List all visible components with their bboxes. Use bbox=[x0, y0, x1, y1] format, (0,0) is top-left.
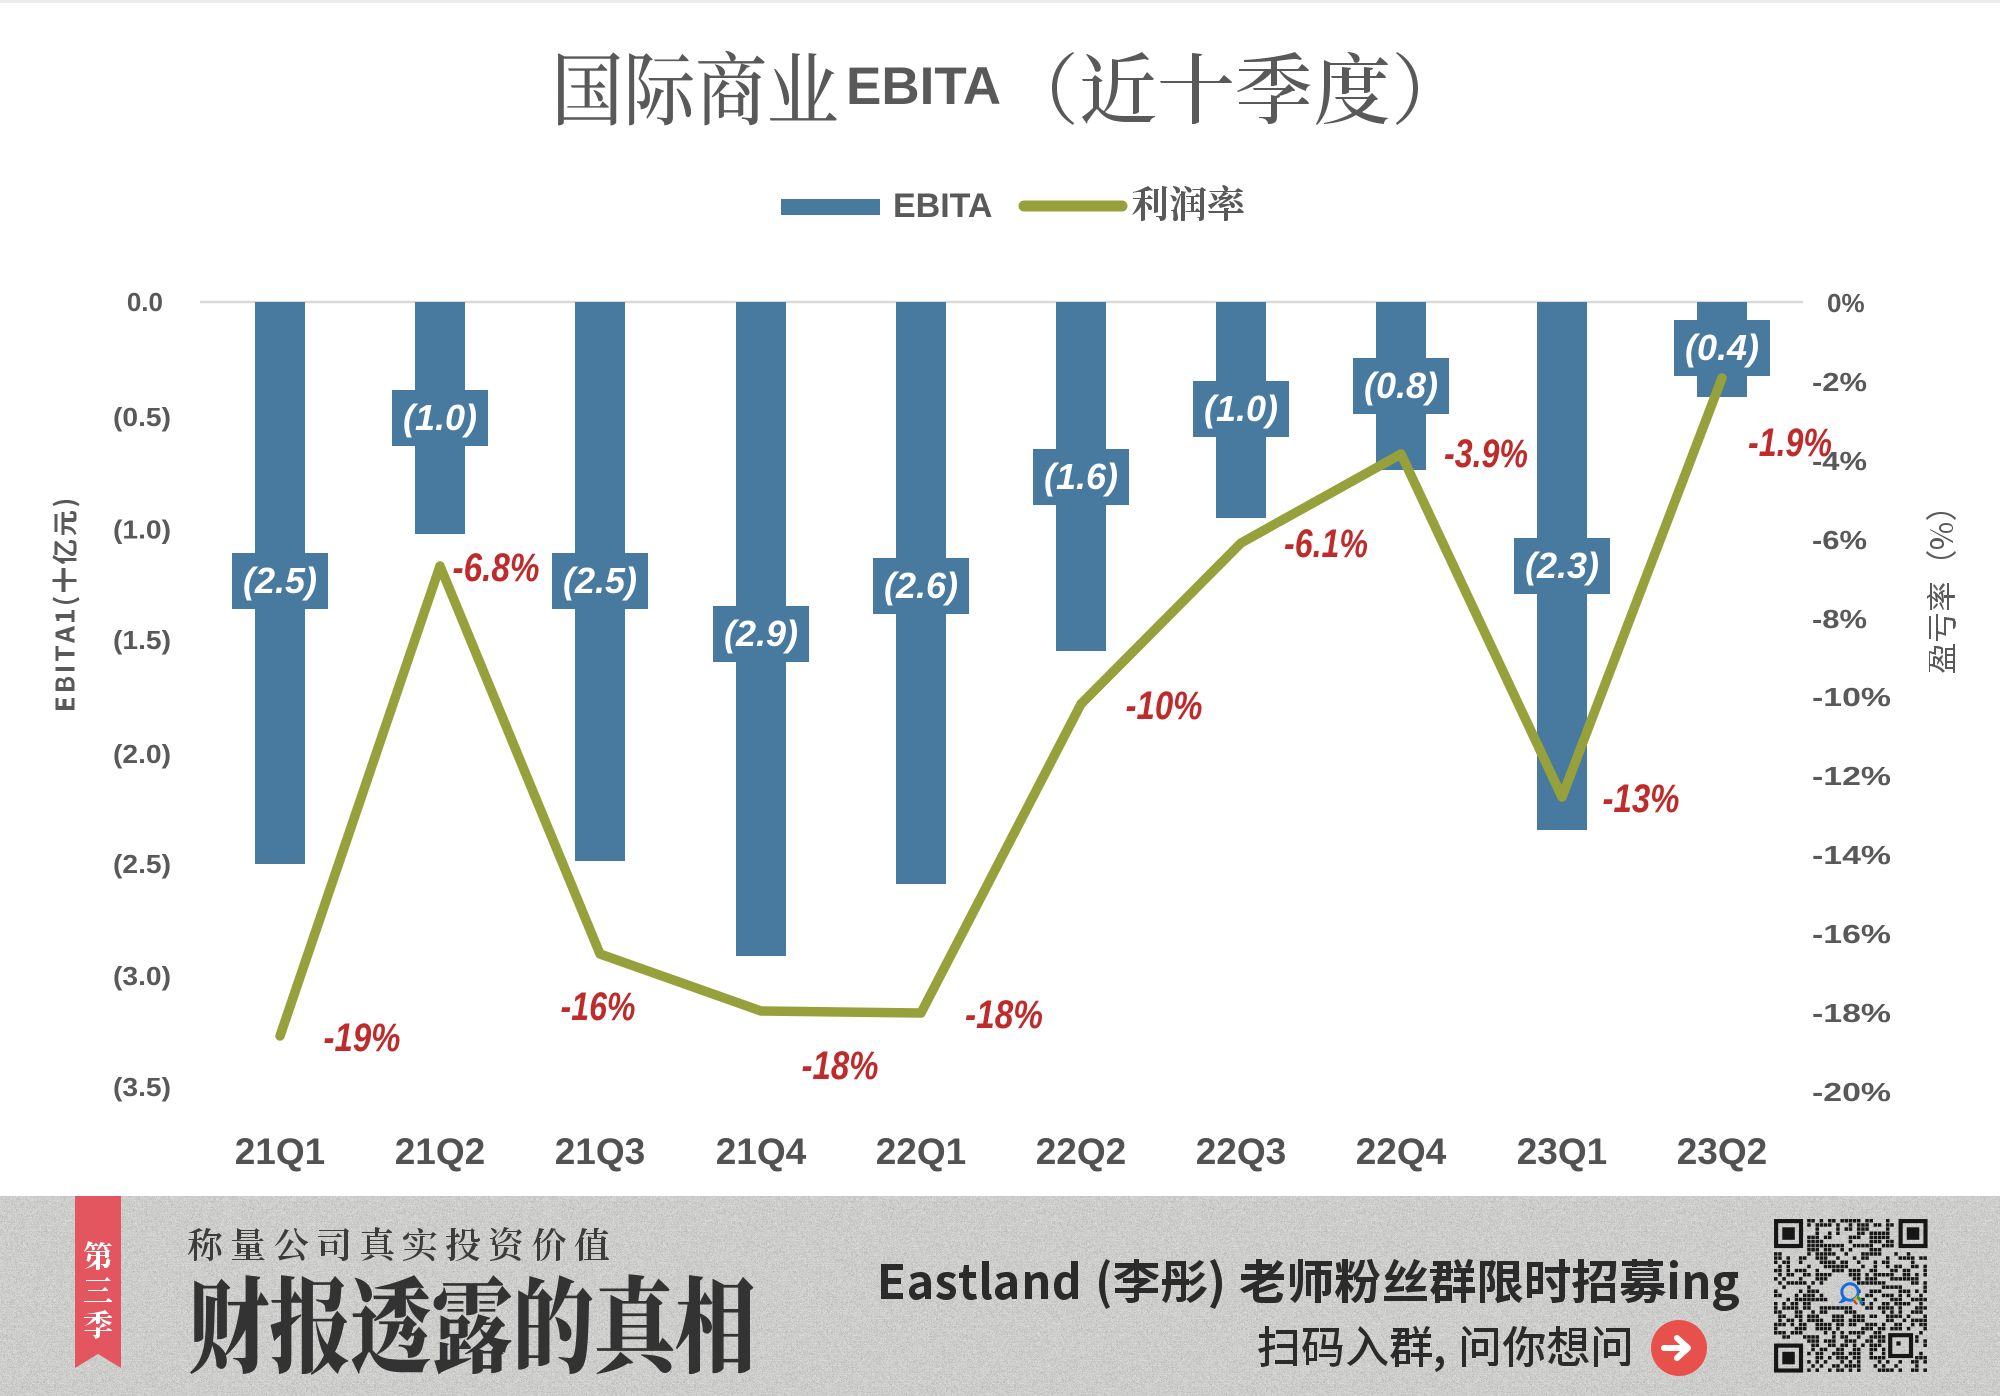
svg-text:EBITA: EBITA bbox=[846, 57, 1001, 116]
svg-text:-18%: -18% bbox=[965, 993, 1043, 1037]
svg-text:22Q2: 22Q2 bbox=[1036, 1131, 1127, 1172]
svg-text:22Q3: 22Q3 bbox=[1196, 1131, 1287, 1172]
svg-text:-13%: -13% bbox=[1603, 777, 1680, 821]
svg-text:(1.6): (1.6) bbox=[1044, 456, 1118, 497]
svg-text:EBITA: EBITA bbox=[893, 187, 992, 225]
svg-text:-6%: -6% bbox=[1812, 525, 1867, 555]
svg-text:-20%: -20% bbox=[1812, 1077, 1891, 1107]
svg-text:(2.0): (2.0) bbox=[113, 739, 171, 769]
svg-text:-18%: -18% bbox=[802, 1044, 879, 1088]
svg-text:(0.4): (0.4) bbox=[1685, 327, 1759, 368]
svg-text:23Q1: 23Q1 bbox=[1517, 1131, 1608, 1172]
svg-text:-16%: -16% bbox=[1812, 919, 1891, 949]
svg-text:(0.5): (0.5) bbox=[113, 402, 171, 432]
svg-text:-19%: -19% bbox=[324, 1016, 401, 1060]
svg-text:(2.6): (2.6) bbox=[884, 565, 958, 606]
svg-text:-1.9%: -1.9% bbox=[1748, 421, 1832, 465]
svg-text:-2%: -2% bbox=[1812, 367, 1867, 397]
svg-text:(3.5): (3.5) bbox=[113, 1072, 171, 1102]
svg-text:(2.5): (2.5) bbox=[563, 560, 637, 601]
svg-text:(2.3): (2.3) bbox=[1525, 545, 1599, 586]
svg-text:21Q1: 21Q1 bbox=[235, 1131, 326, 1172]
svg-text:(3.0): (3.0) bbox=[113, 961, 171, 991]
svg-text:-18%: -18% bbox=[1812, 998, 1891, 1028]
svg-text:(1.5): (1.5) bbox=[113, 625, 171, 655]
svg-text:22Q4: 22Q4 bbox=[1356, 1131, 1447, 1172]
svg-text:23Q2: 23Q2 bbox=[1677, 1131, 1768, 1172]
svg-text:-6.8%: -6.8% bbox=[453, 546, 540, 590]
svg-text:0%: 0% bbox=[1827, 288, 1865, 318]
svg-text:(2.9): (2.9) bbox=[724, 613, 798, 654]
svg-text:21Q3: 21Q3 bbox=[555, 1131, 646, 1172]
svg-text:-10%: -10% bbox=[1812, 682, 1891, 712]
svg-text:(0.8): (0.8) bbox=[1364, 365, 1438, 406]
svg-text:(1.0): (1.0) bbox=[1204, 388, 1278, 429]
svg-text:-4%: -4% bbox=[1812, 446, 1867, 476]
svg-text:-8%: -8% bbox=[1812, 604, 1867, 634]
svg-text:-6.1%: -6.1% bbox=[1284, 522, 1368, 566]
svg-text:(2.5): (2.5) bbox=[243, 560, 317, 601]
svg-text:21Q2: 21Q2 bbox=[395, 1131, 486, 1172]
svg-text:22Q1: 22Q1 bbox=[876, 1131, 967, 1172]
svg-text:(2.5): (2.5) bbox=[113, 849, 171, 879]
svg-text:(1.0): (1.0) bbox=[113, 515, 171, 545]
svg-text:0.0: 0.0 bbox=[127, 287, 163, 317]
svg-text:21Q4: 21Q4 bbox=[716, 1131, 807, 1172]
svg-text:-12%: -12% bbox=[1812, 761, 1891, 791]
svg-text:-14%: -14% bbox=[1812, 840, 1891, 870]
svg-text:(1.0): (1.0) bbox=[403, 397, 477, 438]
svg-text:-3.9%: -3.9% bbox=[1444, 432, 1528, 476]
svg-text:-10%: -10% bbox=[1126, 684, 1203, 728]
svg-text:-16%: -16% bbox=[561, 985, 636, 1029]
